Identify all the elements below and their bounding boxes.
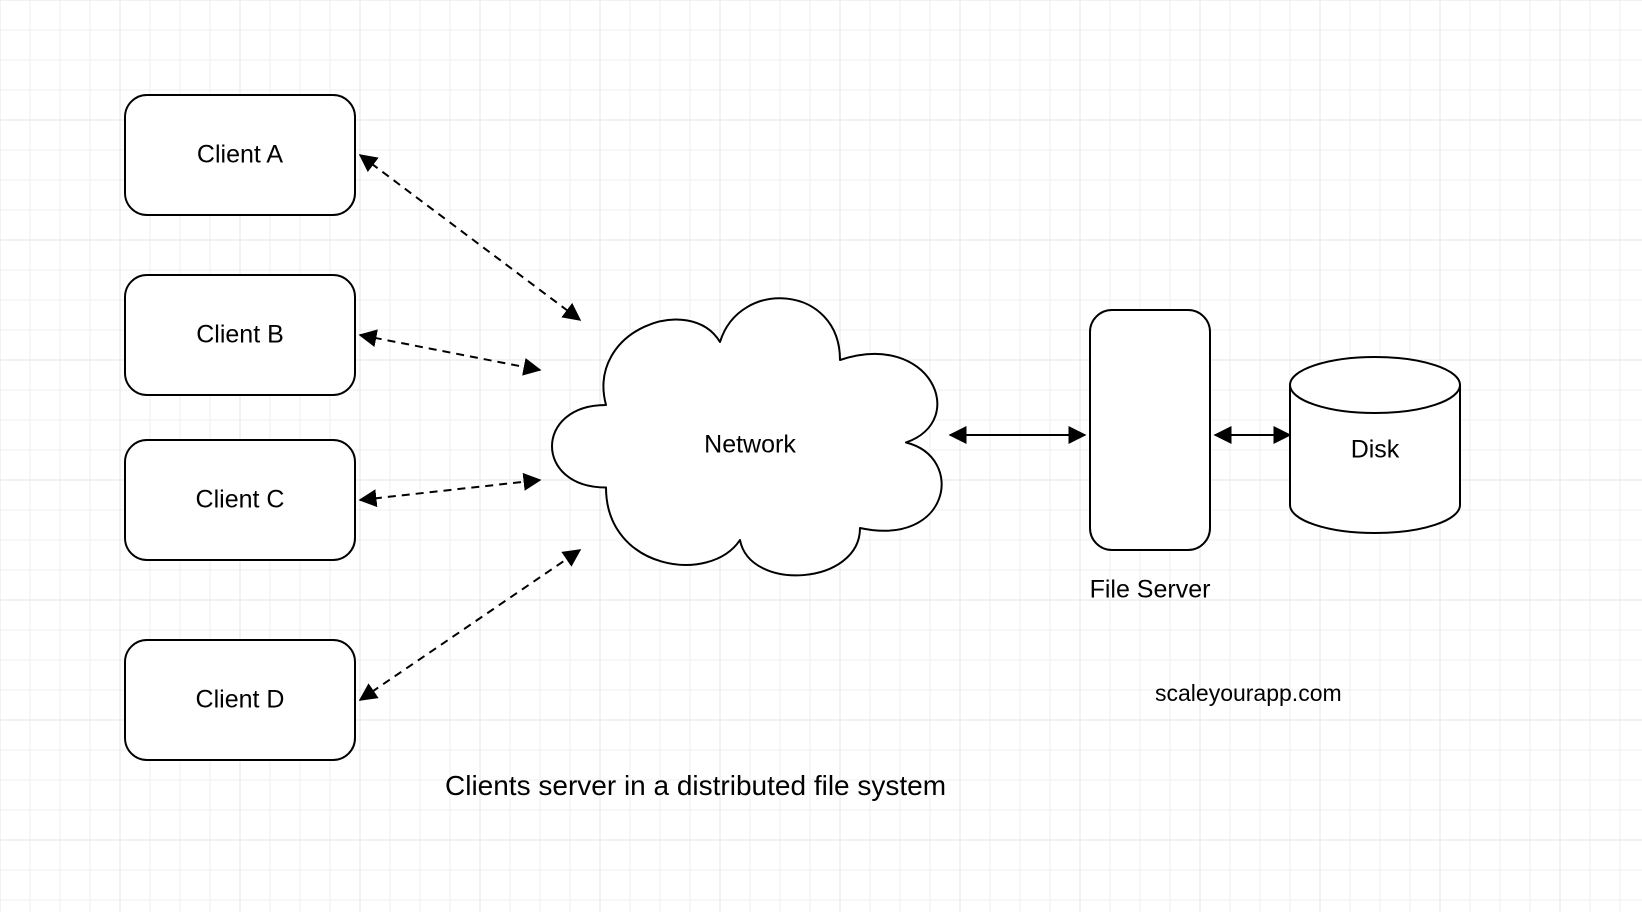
client-d-label: Client D	[196, 686, 285, 715]
file-server-node	[1090, 310, 1210, 550]
diagram-caption: Clients server in a distributed file sys…	[445, 770, 946, 802]
diagram-stage: Client A Client B Client C Client D Netw…	[0, 0, 1642, 912]
attribution-label: scaleyourapp.com	[1155, 680, 1342, 707]
network-label: Network	[704, 431, 796, 460]
client-a-label: Client A	[197, 141, 283, 170]
file-server-label: File Server	[1090, 576, 1211, 605]
client-b-label: Client B	[196, 321, 284, 350]
disk-label: Disk	[1351, 436, 1400, 465]
client-c-label: Client C	[196, 486, 285, 515]
